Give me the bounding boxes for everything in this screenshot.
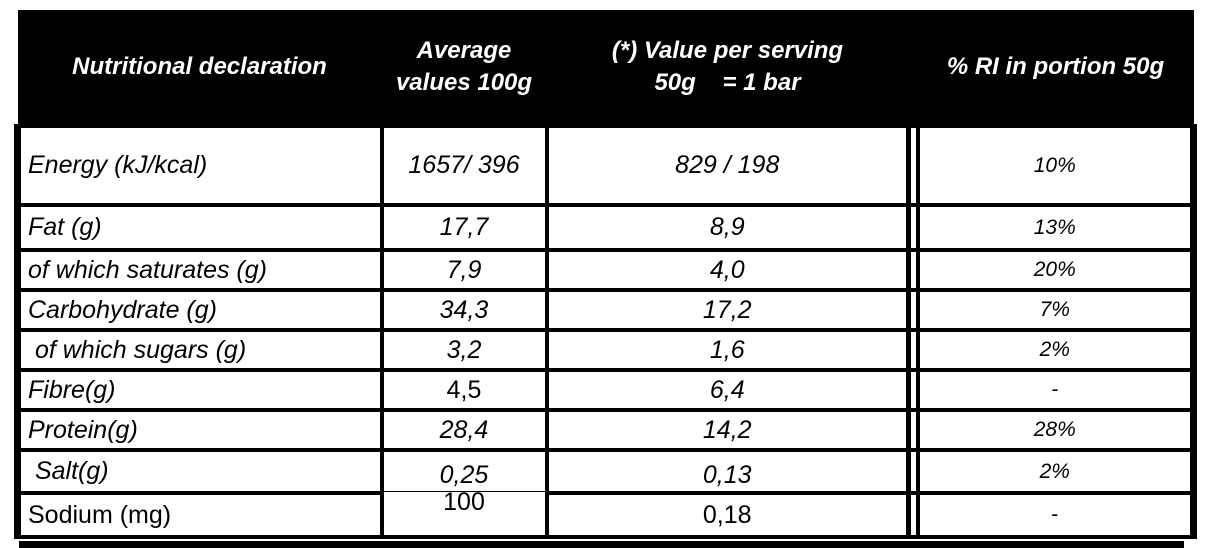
- row-label: Fat (g): [14, 203, 384, 252]
- value-per-100g: 4,5: [379, 368, 549, 412]
- value-per-100g: 3,2: [379, 328, 549, 372]
- row-label: Protein(g): [14, 408, 384, 452]
- table-row: of which saturates (g) 7,9 4,0 20%: [14, 248, 1197, 292]
- value-per-100g: 0,25: [379, 448, 549, 495]
- table-row: Carbohydrate (g) 34,3 17,2 7%: [14, 288, 1197, 332]
- value-per-100g: 28,4: [379, 408, 549, 452]
- nutrition-table-sheet: Nutritional declaration Average values 1…: [14, 10, 1197, 548]
- bottom-divider-bar: [19, 541, 1184, 548]
- header-text-line2: values 100g: [395, 69, 533, 96]
- col-header-value-per-serving: (*) Value per serving 50g = 1 bar: [546, 10, 909, 126]
- value-ri-portion: 13%: [915, 203, 1197, 252]
- header-row: Nutritional declaration Average values 1…: [17, 10, 1194, 126]
- col-header-ri-portion: % RI in portion 50g: [917, 10, 1194, 126]
- header-text-line1: (*) Value per serving: [611, 36, 844, 64]
- col-header-average-values-100g: Average values 100g: [381, 10, 547, 126]
- value-ri-portion: -: [915, 368, 1197, 412]
- value-per-100g: 17,7: [379, 203, 549, 252]
- value-per-serving: 829 / 198: [544, 124, 911, 207]
- gap-cell: [906, 408, 919, 452]
- value-ri-portion: 10%: [915, 124, 1197, 207]
- header-text-line1: Average: [416, 36, 512, 64]
- gap-cell: [906, 491, 919, 539]
- value-ri-portion: 2%: [915, 448, 1197, 495]
- row-label: of which sugars (g): [14, 328, 384, 372]
- value-per-serving: 4,0: [544, 248, 911, 292]
- header-text: Nutritional declaration: [72, 52, 327, 80]
- table-row: Salt(g) 0,25 0,13 2%: [14, 448, 1197, 495]
- table-row: Energy (kJ/kcal) 1657/ 396 829 / 198 10%: [14, 124, 1197, 207]
- row-label: Fibre(g): [14, 368, 384, 412]
- gap-cell: [906, 248, 919, 292]
- gap-cell: [906, 368, 919, 412]
- row-label: of which saturates (g): [14, 248, 384, 292]
- row-label: Energy (kJ/kcal): [14, 124, 384, 207]
- col-header-nutritional-declaration: Nutritional declaration: [17, 10, 382, 126]
- table-row: Fat (g) 17,7 8,9 13%: [14, 203, 1197, 252]
- header-text: % RI in portion 50g: [946, 52, 1165, 80]
- value-ri-portion: 2%: [915, 328, 1197, 372]
- value-per-serving: 14,2: [544, 408, 911, 452]
- value-per-serving: 8,9: [544, 203, 911, 252]
- value-per-100g: 100: [379, 488, 549, 536]
- gap-cell: [906, 124, 919, 207]
- value-ri-portion: 28%: [915, 408, 1197, 452]
- table-row: Sodium (mg) 100 0,18-: [14, 488, 1197, 539]
- value-per-100g: 1657/ 396: [379, 124, 549, 207]
- value-per-serving: 1,6: [544, 328, 911, 372]
- gap-cell: [906, 328, 919, 372]
- value-per-serving: 17,2: [544, 288, 911, 332]
- header-text-line2: 50g = 1 bar: [654, 69, 801, 96]
- value-per-serving: 0,18: [544, 491, 911, 539]
- value-per-100g: 7,9: [379, 248, 549, 292]
- table-row: Protein(g) 28,4 14,2 28%: [14, 408, 1197, 452]
- table-row: Fibre(g) 4,5 6,4-: [14, 368, 1197, 412]
- value-ri-portion: 20%: [915, 248, 1197, 292]
- value-per-serving: 6,4: [544, 368, 911, 412]
- gap-cell: [906, 203, 919, 252]
- gap-cell: [906, 288, 919, 332]
- nutrition-table: Nutritional declaration Average values 1…: [14, 10, 1197, 539]
- table-body: Energy (kJ/kcal) 1657/ 396 829 / 198 10% Fat…: [14, 124, 1197, 539]
- value-ri-portion: -: [915, 491, 1197, 539]
- header-gap-column: [908, 10, 918, 126]
- value-ri-portion: 7%: [915, 288, 1197, 332]
- table-header: Nutritional declaration Average values 1…: [17, 10, 1194, 126]
- row-label: Salt(g): [14, 448, 384, 495]
- row-label: Carbohydrate (g): [14, 288, 384, 332]
- gap-cell: [906, 448, 919, 495]
- table-row: of which sugars (g) 3,2 1,6 2%: [14, 328, 1197, 372]
- value-per-100g: 34,3: [379, 288, 549, 332]
- row-label: Sodium (mg): [14, 491, 384, 539]
- value-per-serving: 0,13: [544, 448, 911, 495]
